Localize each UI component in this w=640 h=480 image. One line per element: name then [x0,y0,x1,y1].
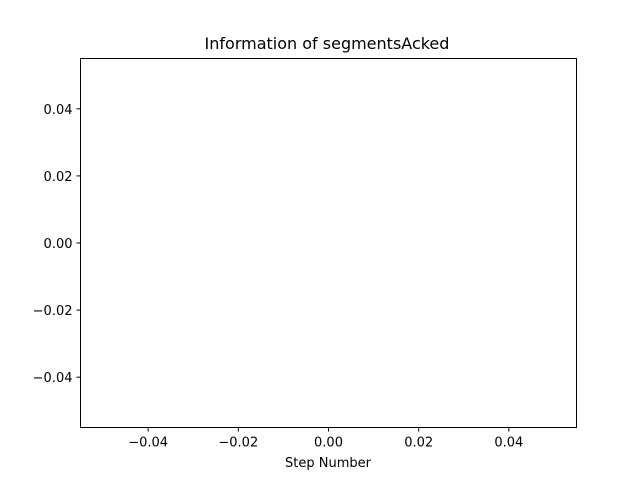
y-tick-label: −0.04 [33,371,73,386]
x-tick-label: 0.04 [494,436,523,451]
x-tick-label: 0.02 [404,436,433,451]
x-axis-label: Step Number [285,456,372,471]
x-tick-label: −0.02 [218,436,258,451]
y-tick-label: 0.00 [44,237,73,252]
x-tick-label: −0.04 [128,436,168,451]
y-tick-label: 0.02 [44,170,73,185]
x-axis: −0.04 −0.02 0.00 0.02 0.04 [128,427,523,451]
y-tick-label: −0.02 [33,304,73,319]
y-axis: −0.04 −0.02 0.00 0.02 0.04 [33,103,81,386]
x-tick-label: 0.00 [314,436,343,451]
chart-title: Information of segmentsAcked [205,34,450,53]
y-tick-label: 0.04 [44,103,73,118]
plot-frame [80,58,577,428]
